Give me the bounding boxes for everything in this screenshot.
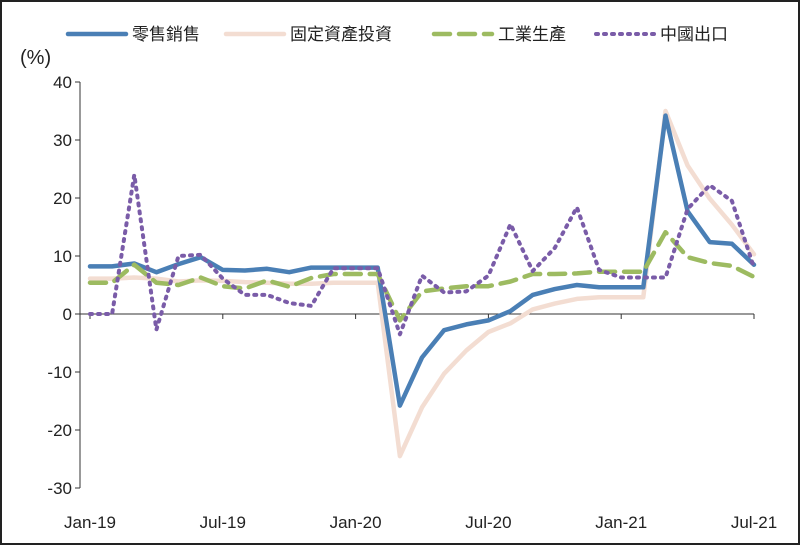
y-tick-label: -20 bbox=[47, 421, 72, 440]
x-tick-label: Jan-21 bbox=[595, 513, 647, 532]
legend-label: 中國出口 bbox=[660, 25, 728, 45]
legend-label: 零售銷售 bbox=[132, 25, 200, 45]
legend-label: 工業生產 bbox=[498, 25, 566, 45]
y-tick-label: 40 bbox=[53, 73, 72, 92]
legend-label: 固定資產投資 bbox=[290, 25, 392, 45]
legend: 零售銷售 固定資產投資 工業生產 中國出口 bbox=[65, 25, 728, 45]
x-tick-label: Jan-19 bbox=[64, 513, 116, 532]
series-line-3 bbox=[87, 229, 757, 323]
series-line-4 bbox=[88, 172, 756, 337]
y-tick-label: -10 bbox=[47, 363, 72, 382]
y-tick-label: 10 bbox=[53, 247, 72, 266]
x-tick-label: Jul-20 bbox=[465, 513, 511, 532]
series-layer bbox=[87, 108, 757, 459]
x-tick-label: Jul-19 bbox=[200, 513, 246, 532]
y-tick-label: 0 bbox=[63, 305, 72, 324]
tick-labels: 40 30 20 10 0 -10 -20 -30 Jan-19 Jul-19 Jan-20 Jul-… bbox=[47, 73, 777, 532]
series-line-1 bbox=[87, 113, 757, 408]
y-axis-unit-label: (%) bbox=[20, 47, 51, 69]
y-tick-label: -30 bbox=[47, 479, 72, 498]
series-line-2 bbox=[87, 108, 757, 459]
y-tick-label: 20 bbox=[53, 189, 72, 208]
x-tick-label: Jul-21 bbox=[731, 513, 777, 532]
x-tick-label: Jan-20 bbox=[330, 513, 382, 532]
y-tick-label: 30 bbox=[53, 131, 72, 150]
